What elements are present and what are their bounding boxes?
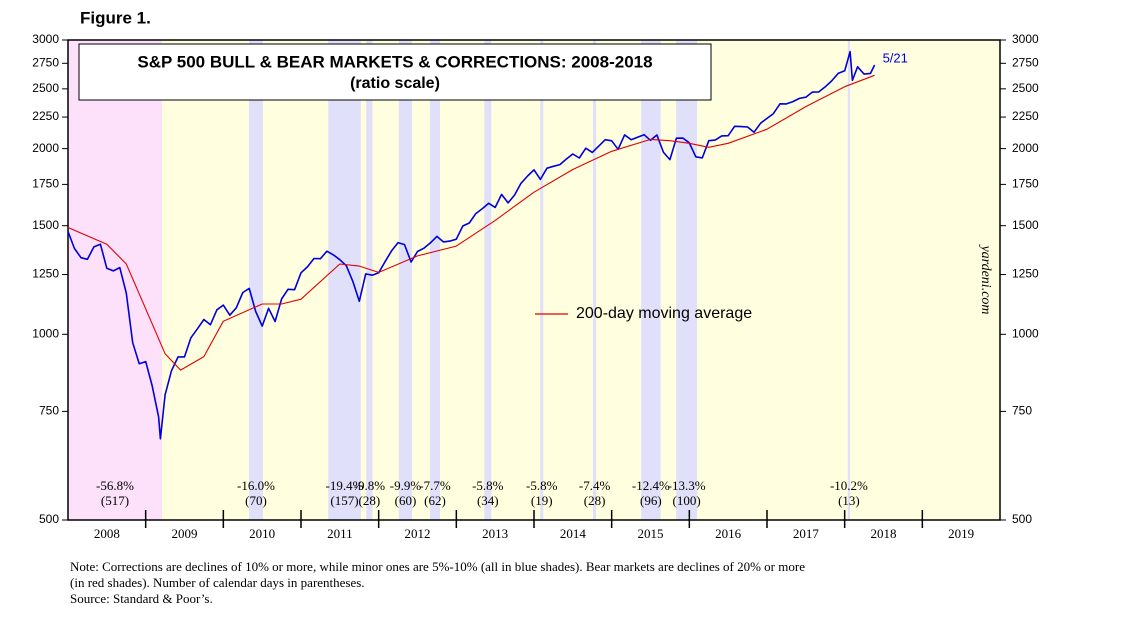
end-label: 5/21 — [883, 50, 908, 65]
correction-region — [398, 40, 413, 520]
x-tick-label: 2012 — [405, 526, 431, 541]
note-line: (in red shades). Number of calendar days… — [70, 575, 365, 590]
y-tick-label: 1250 — [32, 267, 59, 281]
correction-region — [847, 40, 851, 520]
region-change-label: -56.8% — [96, 478, 134, 493]
x-tick-label: 2013 — [482, 526, 508, 541]
figure-label: Figure 1. — [80, 8, 151, 27]
region-days-label: (517) — [101, 493, 129, 508]
x-tick-label: 2017 — [793, 526, 820, 541]
correction-region — [248, 40, 263, 520]
region-change-label: -5.8% — [526, 478, 558, 493]
x-tick-label: 2019 — [948, 526, 974, 541]
y2-tick-label: 750 — [1012, 404, 1032, 418]
source-line: Source: Standard & Poor’s. — [70, 591, 213, 606]
x-tick-label: 2014 — [560, 526, 587, 541]
y2-tick-label: 1500 — [1012, 218, 1039, 232]
correction-region — [540, 40, 544, 520]
region-days-label: (28) — [359, 493, 381, 508]
plot-background — [68, 40, 1000, 520]
x-tick-label: 2016 — [715, 526, 742, 541]
region-days-label: (28) — [584, 493, 606, 508]
correction-region — [641, 40, 661, 520]
y-tick-label: 1500 — [32, 218, 59, 232]
y2-tick-label: 1250 — [1012, 267, 1039, 281]
region-days-label: (157) — [330, 493, 358, 508]
y-tick-label: 500 — [39, 512, 59, 526]
correction-region — [676, 40, 698, 520]
chart-title: S&P 500 BULL & BEAR MARKETS & CORRECTION… — [137, 52, 652, 71]
region-change-label: -16.0% — [237, 478, 275, 493]
y-tick-label: 750 — [39, 404, 59, 418]
region-days-label: (96) — [640, 493, 662, 508]
region-days-label: (70) — [245, 493, 267, 508]
x-tick-label: 2008 — [94, 526, 120, 541]
y-tick-label: 1750 — [32, 177, 59, 191]
title-box — [78, 43, 712, 101]
plot-area: -56.8%(517)-16.0%(70)-19.4%(157)-9.8%(28… — [32, 32, 1039, 541]
region-days-label: (19) — [531, 493, 553, 508]
correction-region — [484, 40, 492, 520]
y2-tick-label: 2250 — [1012, 109, 1039, 123]
y-tick-label: 2250 — [32, 109, 59, 123]
region-change-label: -10.2% — [830, 478, 868, 493]
y-tick-label: 1000 — [32, 326, 59, 340]
x-tick-label: 2009 — [172, 526, 198, 541]
region-change-label: -13.3% — [668, 478, 706, 493]
region-change-label: -19.4% — [326, 478, 364, 493]
legend-label: 200-day moving average — [576, 305, 752, 322]
region-days-label: (62) — [424, 493, 446, 508]
y2-tick-label: 1750 — [1012, 177, 1039, 191]
x-tick-label: 2015 — [638, 526, 664, 541]
y-tick-label: 2000 — [32, 141, 59, 155]
region-change-label: -12.4% — [632, 478, 670, 493]
y2-tick-label: 1000 — [1012, 326, 1039, 340]
y-tick-label: 2500 — [32, 81, 59, 95]
y2-tick-label: 2000 — [1012, 141, 1039, 155]
x-tick-label: 2010 — [249, 526, 275, 541]
region-days-label: (13) — [838, 493, 860, 508]
series-line — [67, 74, 875, 371]
watermark: yardeni.com — [978, 243, 993, 314]
y-tick-label: 3000 — [32, 32, 59, 46]
chart-subtitle: (ratio scale) — [350, 75, 440, 92]
y2-tick-label: 2750 — [1012, 55, 1039, 69]
y-tick-label: 2750 — [32, 55, 59, 69]
region-days-label: (34) — [477, 493, 499, 508]
correction-region — [366, 40, 373, 520]
series-line — [67, 50, 876, 440]
region-change-label: -9.8% — [354, 478, 386, 493]
note-line: Note: Corrections are declines of 10% or… — [70, 559, 805, 574]
region-change-label: -5.8% — [472, 478, 504, 493]
region-days-label: (100) — [673, 493, 701, 508]
region-change-label: -7.4% — [579, 478, 611, 493]
region-change-label: -7.7% — [419, 478, 451, 493]
correction-region — [429, 40, 441, 520]
x-tick-label: 2018 — [871, 526, 897, 541]
region-days-label: (60) — [395, 493, 417, 508]
region-change-label: -9.9% — [390, 478, 422, 493]
bear-region — [68, 40, 162, 520]
correction-region — [328, 40, 361, 520]
y2-tick-label: 3000 — [1012, 32, 1039, 46]
correction-region — [593, 40, 597, 520]
y2-tick-label: 500 — [1012, 512, 1032, 526]
x-tick-label: 2011 — [327, 526, 353, 541]
y2-tick-label: 2500 — [1012, 81, 1039, 95]
